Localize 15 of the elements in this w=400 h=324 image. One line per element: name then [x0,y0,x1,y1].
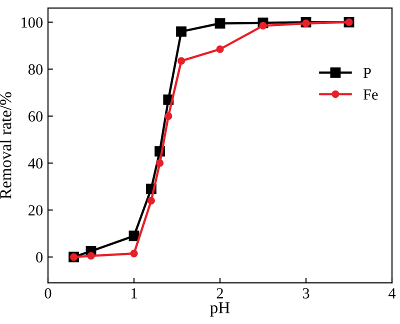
x-tick-label: 1 [132,288,137,298]
y-tick-label: 0 [36,252,43,262]
y-tick-label: 40 [28,158,43,169]
y-axis-title: Removal rate/% [0,92,12,199]
x-tick-label: 0 [44,288,52,298]
x-axis-title: pH [210,302,230,317]
legend-label: P [363,68,371,78]
y-tick-label: 60 [28,111,43,122]
legend-label: Fe [363,90,378,100]
x-tick-label: 2 [216,288,223,298]
y-tick-label: 80 [28,64,43,75]
y-tick-label: 100 [22,17,43,28]
x-tick-label: 3 [302,288,310,298]
y-tick-label: 20 [28,205,43,216]
x-tick-label: 4 [388,288,396,298]
